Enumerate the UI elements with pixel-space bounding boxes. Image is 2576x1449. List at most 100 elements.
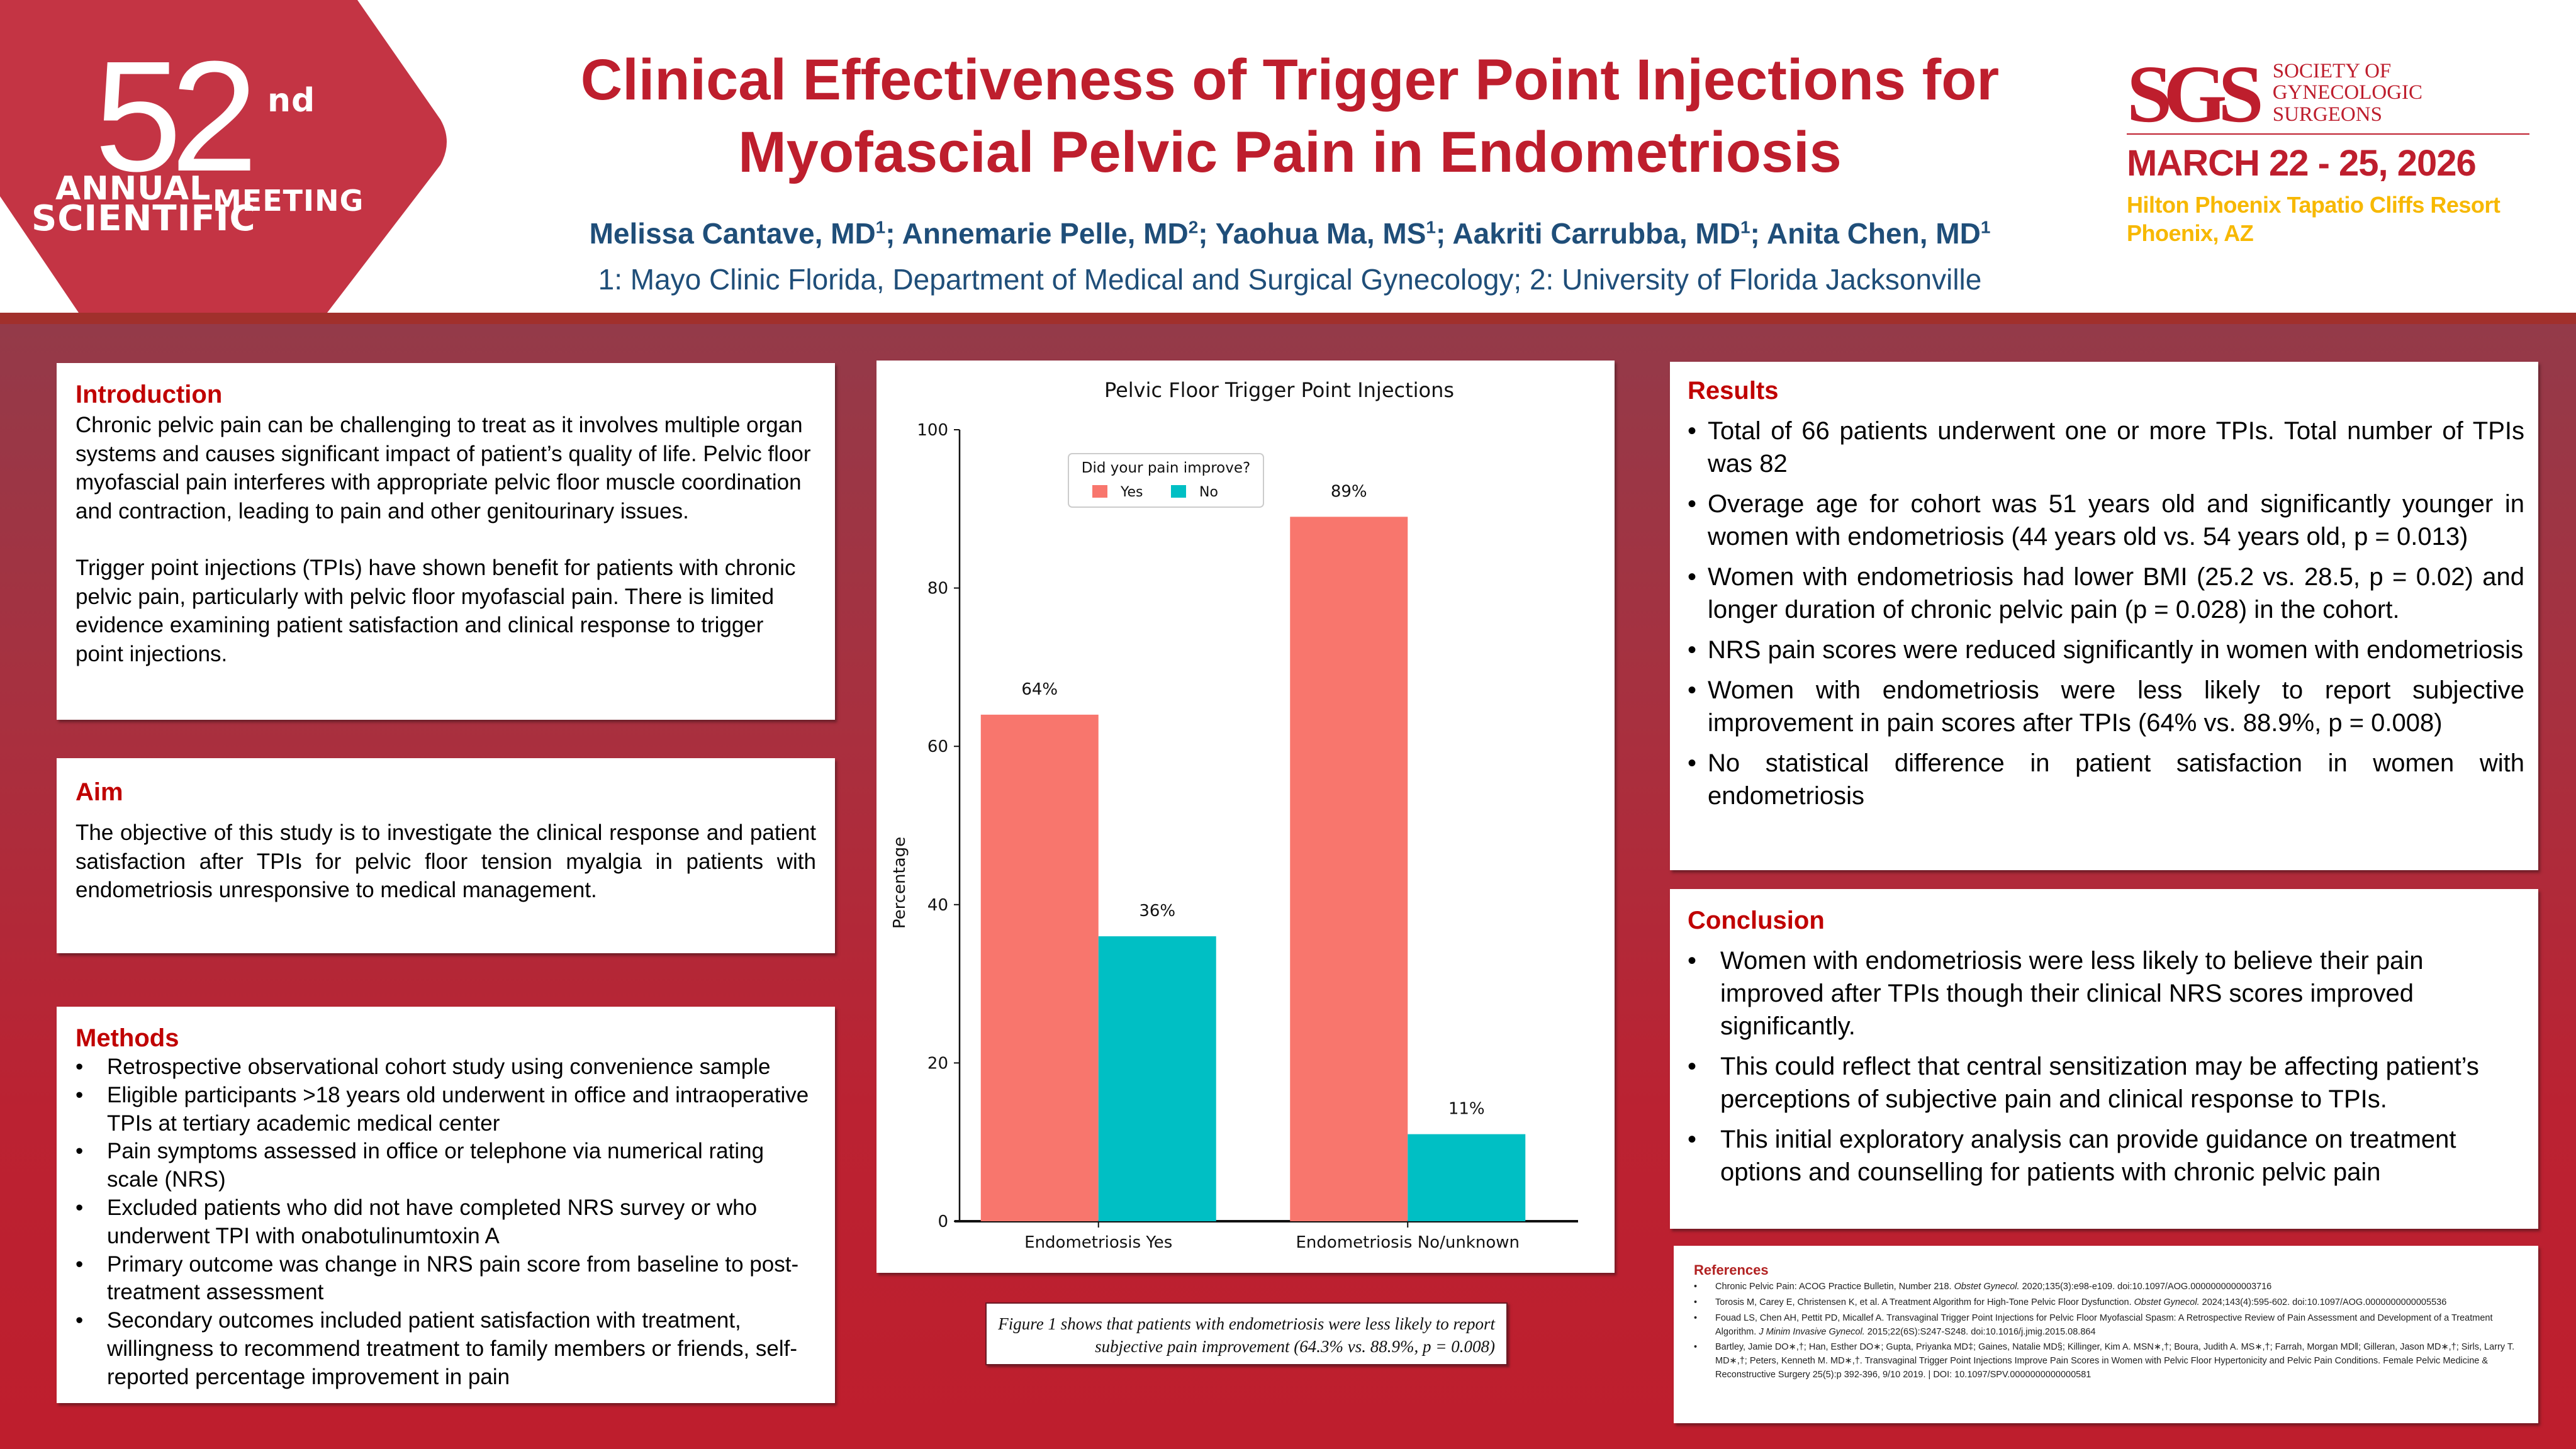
reference-journal: Obstet Gynecol. xyxy=(1954,1282,2020,1292)
y-tick-label: 100 xyxy=(917,421,948,440)
y-tick-label: 0 xyxy=(938,1212,948,1231)
legend-box xyxy=(1068,453,1264,508)
legend-swatch-yes xyxy=(1092,485,1107,498)
bar-no xyxy=(1408,1134,1526,1221)
methods-item: Secondary outcomes included patient sati… xyxy=(76,1307,816,1391)
y-tick-label: 40 xyxy=(927,896,948,915)
introduction-paragraph: Trigger point injections (TPIs) have sho… xyxy=(76,556,796,666)
bar-value-label: 89% xyxy=(1331,482,1367,501)
results-item: Women with endometriosis had lower BMI (… xyxy=(1688,561,2524,626)
references-list: Chronic Pelvic Pain: ACOG Practice Bulle… xyxy=(1694,1280,2522,1382)
references-heading: References xyxy=(1694,1262,1769,1278)
affiliations: 1: Mayo Clinic Florida, Department of Me… xyxy=(598,263,1982,296)
sgs-org-name: SOCIETY OF GYNECOLOGIC SURGEONS xyxy=(2273,60,2529,130)
org-name-line-2: GYNECOLOGIC SURGEONS xyxy=(2272,81,2423,126)
author: Melissa Cantave, MD xyxy=(589,217,876,250)
conference-dates: MARCH 22 - 25, 2026 xyxy=(2127,142,2477,184)
introduction-heading: Introduction xyxy=(76,381,223,408)
results-item: NRS pain scores were reduced significant… xyxy=(1688,634,2524,666)
y-tick-label: 20 xyxy=(927,1054,948,1073)
aim-text: The objective of this study is to invest… xyxy=(76,820,816,902)
results-panel: Results Total of 66 patients underwent o… xyxy=(1670,362,2538,870)
methods-heading: Methods xyxy=(76,1024,179,1052)
results-item: Overage age for cohort was 51 years old … xyxy=(1688,488,2524,553)
results-heading: Results xyxy=(1688,377,1779,405)
title-line-1: Clinical Effectiveness of Trigger Point … xyxy=(580,48,2000,112)
figure-caption: Figure 1 shows that patients with endome… xyxy=(985,1302,1508,1365)
venue-city: Phoenix, AZ xyxy=(2127,220,2254,246)
legend-title: Did your pain improve? xyxy=(1082,460,1250,476)
conclusion-item: This could reflect that central sensitiz… xyxy=(1688,1050,2524,1116)
introduction-paragraph: Chronic pelvic pain can be challenging t… xyxy=(76,413,811,523)
legend-label-no: No xyxy=(1199,484,1218,500)
author-affiliation-marker: 2 xyxy=(1188,217,1199,237)
bar-value-label: 36% xyxy=(1139,902,1175,920)
chart-panel: Pelvic Floor Trigger Point Injections Pe… xyxy=(876,361,1615,1273)
sgs-logo: SGS SOCIETY OF GYNECOLOGIC SURGEONS xyxy=(2127,49,2529,140)
conclusion-heading: Conclusion xyxy=(1688,907,1825,934)
author: Anita Chen, MD xyxy=(1766,217,1981,250)
poster-header: 52 nd ANNUAL SCIENTIFIC MEETING Clinical… xyxy=(0,0,2576,313)
reference-journal: J Minim Invasive Gynecol. xyxy=(1759,1326,1865,1337)
reference-journal: Obstet Gynecol. xyxy=(2134,1297,2200,1308)
meeting-badge-logo: 52 nd ANNUAL SCIENTIFIC MEETING xyxy=(0,0,453,313)
chart-bars: 64% 36% 89% 11% xyxy=(980,482,1526,1221)
author-affiliation-marker: 1 xyxy=(875,217,886,237)
author-affiliation-marker: 1 xyxy=(1740,217,1750,237)
x-tick-label: Endometriosis No/unknown xyxy=(1296,1233,1520,1252)
methods-item: Excluded patients who did not have compl… xyxy=(76,1194,816,1251)
badge-number: 52 xyxy=(94,28,258,204)
legend-label-yes: Yes xyxy=(1120,484,1143,500)
results-list: Total of 66 patients underwent one or mo… xyxy=(1688,415,2524,812)
results-item: No statistical difference in patient sat… xyxy=(1688,747,2524,812)
reference-item: Bartley, Jamie DO∗,†; Han, Esther DO∗; G… xyxy=(1694,1341,2522,1382)
conference-venue: Hilton Phoenix Tapatio Cliffs Resort Pho… xyxy=(2127,191,2529,247)
aim-panel: Aim The objective of this study is to in… xyxy=(57,758,835,953)
org-name-line-1: SOCIETY OF xyxy=(2272,59,2392,82)
conclusion-item: Women with endometriosis were less likel… xyxy=(1688,944,2524,1043)
chart-legend: Did your pain improve? Yes No xyxy=(1068,453,1264,508)
methods-item: Primary outcome was change in NRS pain s… xyxy=(76,1251,816,1307)
bar-value-label: 11% xyxy=(1448,1100,1485,1119)
sgs-logo-mark: SGS xyxy=(2127,49,2264,140)
y-tick-label: 60 xyxy=(927,737,948,756)
reference-item: Chronic Pelvic Pain: ACOG Practice Bulle… xyxy=(1694,1280,2522,1294)
y-tick-label: 80 xyxy=(927,579,948,598)
chart-title: Pelvic Floor Trigger Point Injections xyxy=(1104,378,1454,402)
author: Yaohua Ma, MS xyxy=(1215,217,1426,250)
badge-meeting-text: MEETING xyxy=(213,184,364,218)
y-axis-label: Percentage xyxy=(890,837,909,929)
bar-value-label: 64% xyxy=(1021,680,1058,699)
bar-chart: Pelvic Floor Trigger Point Injections Pe… xyxy=(890,378,1578,1252)
bar-no xyxy=(1098,936,1216,1221)
aim-heading: Aim xyxy=(76,778,123,806)
introduction-panel: Introduction Chronic pelvic pain can be … xyxy=(57,363,835,720)
badge-scientific-text: SCIENTIFIC xyxy=(31,198,256,239)
results-item: Women with endometriosis were less likel… xyxy=(1688,674,2524,739)
poster-title: Clinical Effectiveness of Trigger Point … xyxy=(478,44,2102,189)
methods-item: Eligible participants >18 years old unde… xyxy=(76,1082,816,1138)
author-affiliation-marker: 1 xyxy=(1426,217,1436,237)
author-affiliation-marker: 1 xyxy=(1980,217,1991,237)
reference-item: Torosis M, Carey E, Christensen K, et al… xyxy=(1694,1296,2522,1310)
badge-hexagon-shape xyxy=(0,0,447,313)
bar-yes xyxy=(980,714,1099,1221)
title-block: Clinical Effectiveness of Trigger Point … xyxy=(478,44,2102,297)
conference-info: SGS SOCIETY OF GYNECOLOGIC SURGEONS MARC… xyxy=(2127,49,2529,247)
author: Annemarie Pelle, MD xyxy=(902,217,1189,250)
reference-item: Fouad LS, Chen AH, Pettit PD, Micallef A… xyxy=(1694,1312,2522,1340)
results-item: Total of 66 patients underwent one or mo… xyxy=(1688,415,2524,480)
title-line-2: Myofascial Pelvic Pain in Endometriosis xyxy=(738,120,1842,184)
conclusion-list: Women with endometriosis were less likel… xyxy=(1688,944,2524,1189)
bar-yes xyxy=(1290,517,1408,1221)
x-tick-label: Endometriosis Yes xyxy=(1024,1233,1172,1252)
legend-swatch-no xyxy=(1171,485,1186,498)
venue-name: Hilton Phoenix Tapatio Cliffs Resort xyxy=(2127,191,2500,218)
methods-item: Retrospective observational cohort study… xyxy=(76,1053,816,1082)
methods-panel: Methods Retrospective observational coho… xyxy=(57,1007,835,1403)
conclusion-panel: Conclusion Women with endometriosis were… xyxy=(1670,889,2538,1229)
conclusion-item: This initial exploratory analysis can pr… xyxy=(1688,1123,2524,1189)
author-list: Melissa Cantave, MD1; Annemarie Pelle, M… xyxy=(589,217,1991,250)
badge-annual-text: ANNUAL xyxy=(55,170,211,208)
methods-list: Retrospective observational cohort study… xyxy=(76,1053,816,1392)
